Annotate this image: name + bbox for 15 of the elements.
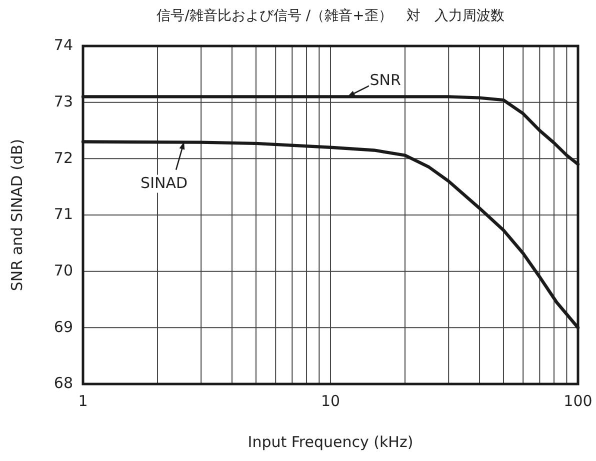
annotation: SINAD (140, 174, 188, 192)
x-tick-label: 10 (320, 392, 340, 410)
y-tick-label: 69 (54, 318, 73, 336)
y-tick-label: 68 (54, 374, 73, 392)
annotation: SNR (370, 70, 401, 89)
x-tick-label: 100 (564, 392, 592, 410)
y-tick-label: 74 (54, 36, 73, 54)
chart-title: 信号/雑音比および信号 /（雑音+歪） 対 入力周波数 (156, 8, 504, 24)
x-axis-title: Input Frequency (kHz) (248, 433, 414, 451)
x-tick-label: 1 (78, 392, 88, 410)
y-tick-label: 72 (54, 148, 73, 167)
y-axis-title: SNR and SINAD (dB) (8, 138, 26, 292)
y-tick-label: 71 (54, 205, 73, 224)
y-tick-label: 70 (54, 261, 73, 280)
y-tick-label: 73 (54, 92, 73, 110)
